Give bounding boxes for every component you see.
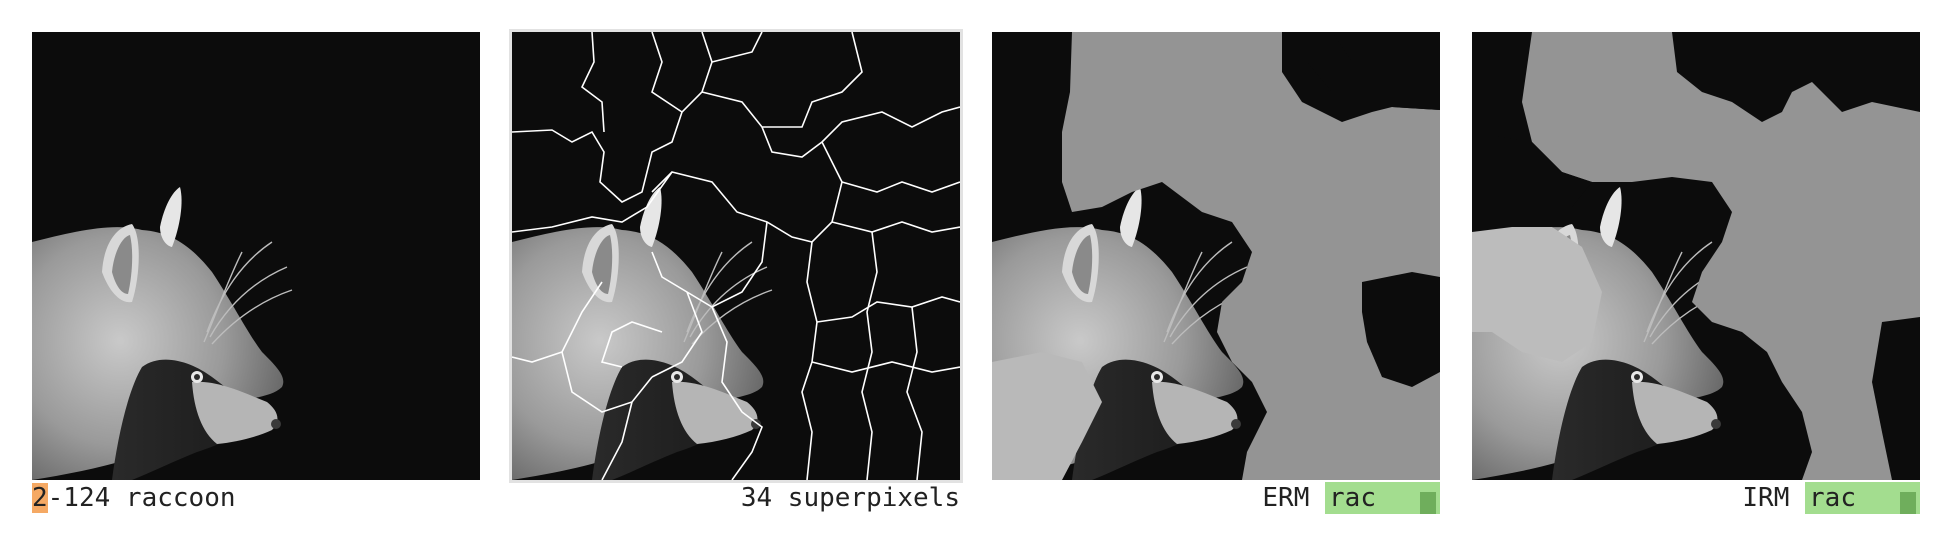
original-image [32,32,480,480]
superpixel-overlay [512,32,960,480]
raccoon-photo [32,32,480,480]
environment-index-highlight: 2 [32,483,48,513]
erm-method-label: ERM [1262,483,1310,513]
superpixel-boundaries [512,32,960,480]
irm-mask-image [1472,32,1920,480]
erm-prediction-label: rac [1329,483,1376,513]
erm-mask-image [992,32,1440,480]
superpixel-count-caption: 34 superpixels [740,483,960,513]
irm-method-label: IRM [1742,483,1790,513]
erm-prediction-badge: rac [1325,482,1440,514]
irm-mask [1472,32,1920,480]
irm-caption: IRM rac [1472,482,1920,514]
irm-confidence-bar [1900,492,1916,514]
irm-prediction-badge: rac [1805,482,1920,514]
image-caption-text: -124 raccoon [47,483,236,513]
superpixel-image [512,32,960,480]
erm-mask [992,32,1440,480]
erm-confidence-bar [1420,492,1436,514]
image-caption: 2-124 raccoon [32,482,236,514]
irm-prediction-label: rac [1809,483,1856,513]
erm-caption: ERM rac [992,482,1440,514]
